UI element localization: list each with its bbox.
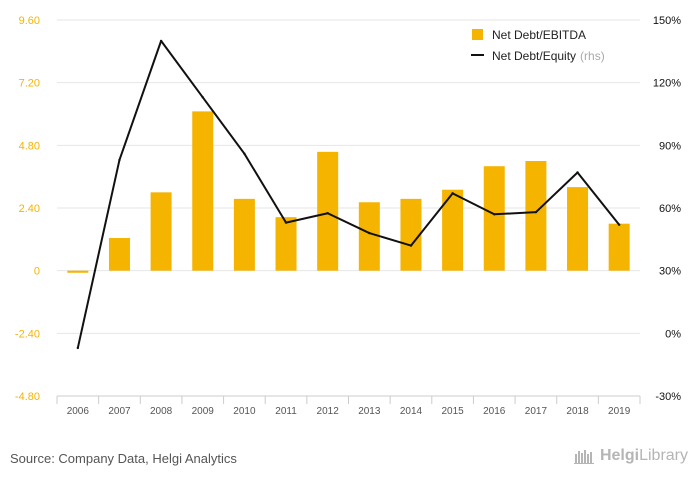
y-right-tick-label: 30% bbox=[659, 266, 681, 278]
y-left-tick-label: -4.80 bbox=[15, 391, 40, 403]
legend: Net Debt/EBITDA Net Debt/Equity (rhs) bbox=[471, 28, 605, 63]
line-point bbox=[159, 39, 163, 43]
bar bbox=[400, 198, 422, 271]
bar bbox=[442, 189, 464, 271]
bar bbox=[525, 161, 547, 271]
x-tick-label: 2010 bbox=[233, 406, 256, 417]
legend-label-line-suffix: (rhs) bbox=[580, 49, 605, 63]
line-point bbox=[76, 346, 80, 350]
x-tick-label: 2006 bbox=[67, 406, 90, 417]
line-point bbox=[326, 212, 329, 215]
x-tick-label: 2019 bbox=[608, 406, 631, 417]
bar bbox=[358, 202, 380, 271]
bar bbox=[483, 166, 505, 271]
bar bbox=[608, 223, 630, 271]
x-tick-label: 2013 bbox=[358, 406, 381, 417]
bar-series bbox=[67, 111, 630, 273]
line-point bbox=[243, 152, 246, 155]
bar bbox=[108, 238, 130, 271]
x-tick-label: 2015 bbox=[441, 406, 464, 417]
y-left-tick-label: 9.60 bbox=[19, 15, 40, 27]
y-left-tick-label: 4.80 bbox=[19, 140, 40, 152]
x-tick-label: 2016 bbox=[483, 406, 506, 417]
y-right-tick-label: -30% bbox=[655, 391, 681, 403]
line-point bbox=[576, 171, 579, 174]
legend-label-line-text: Net Debt/Equity bbox=[492, 49, 576, 63]
line-point bbox=[493, 213, 496, 216]
source-note: Source: Company Data, Helgi Analytics bbox=[10, 451, 237, 466]
y-right-tick-label: 60% bbox=[659, 203, 681, 215]
x-tick-label: 2008 bbox=[150, 406, 173, 417]
x-tick-label: 2011 bbox=[275, 406, 297, 417]
legend-label-line: Net Debt/Equity (rhs) bbox=[492, 49, 605, 63]
x-tick-label: 2014 bbox=[400, 406, 423, 417]
logo-text-a: Helgi bbox=[599, 447, 640, 464]
line-point bbox=[368, 231, 371, 235]
x-tick-label: 2007 bbox=[108, 406, 131, 417]
line-series bbox=[76, 39, 621, 350]
y-left-tick-label: 0 bbox=[34, 266, 40, 278]
line-point bbox=[617, 223, 621, 226]
grid-lines bbox=[57, 19, 640, 397]
y-left-tick-label: -2.40 bbox=[15, 328, 40, 340]
bar bbox=[567, 187, 589, 271]
x-tick-label: 2012 bbox=[317, 406, 340, 417]
helgi-library-logo: Helgi Library bbox=[573, 447, 688, 465]
x-tick-label: 2017 bbox=[525, 406, 548, 417]
axes: -4.80 -2.40 0 2.40 4.80 7.20 9.60 -30% 0% 30% 60% 9… bbox=[15, 15, 681, 417]
combo-chart: -4.80 -2.40 0 2.40 4.80 7.20 9.60 -30% 0% 30% 60% 9… bbox=[15, 15, 681, 417]
line-point bbox=[534, 210, 538, 214]
bar bbox=[233, 198, 255, 271]
bar bbox=[192, 111, 214, 271]
y-left-tick-label: 2.40 bbox=[19, 203, 40, 215]
y-right-tick-label: 150% bbox=[653, 15, 681, 27]
bar bbox=[67, 270, 89, 273]
x-tick-label: 2009 bbox=[192, 406, 215, 417]
legend-label-bar: Net Debt/EBITDA bbox=[492, 28, 586, 42]
legend-swatch-bar bbox=[472, 29, 483, 40]
bar bbox=[275, 217, 297, 271]
line-point bbox=[451, 192, 454, 195]
line-point bbox=[118, 158, 121, 162]
y-right-tick-label: 0% bbox=[665, 328, 681, 340]
bar bbox=[150, 192, 172, 271]
y-right-tick-label: 90% bbox=[659, 140, 681, 152]
line-point bbox=[284, 221, 288, 224]
y-right-tick-label: 120% bbox=[653, 78, 681, 90]
series-line bbox=[76, 39, 620, 349]
logo-text-b: Library bbox=[639, 447, 688, 464]
x-tick-label: 2018 bbox=[566, 406, 589, 417]
library-icon bbox=[573, 450, 594, 464]
y-left-tick-label: 7.20 bbox=[19, 78, 40, 90]
line-point bbox=[201, 96, 204, 99]
bar bbox=[317, 151, 339, 271]
line-point bbox=[409, 244, 413, 247]
